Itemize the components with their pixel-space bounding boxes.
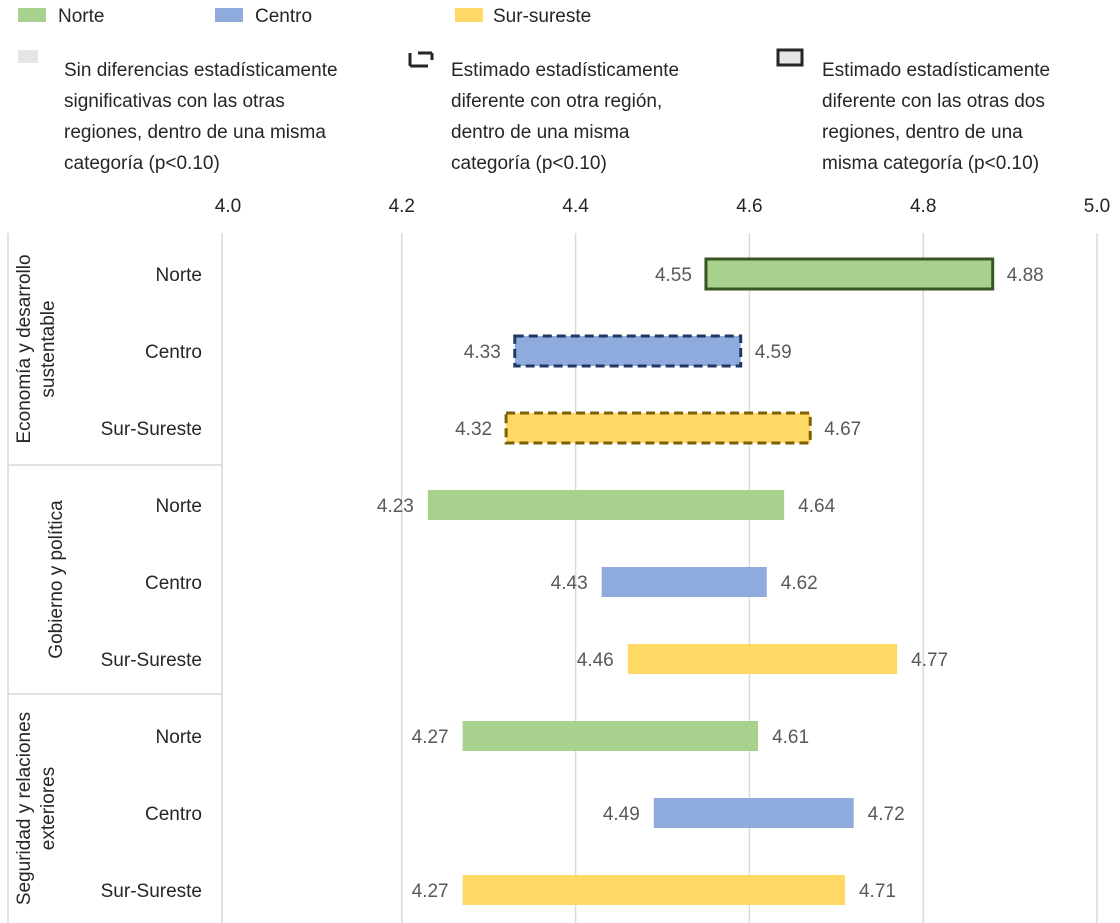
high-value-label: 4.64 bbox=[798, 496, 835, 517]
group-labels: Economía y desarrollo sustentable Gobierno… bbox=[14, 254, 67, 905]
low-value-label: 4.27 bbox=[412, 881, 449, 902]
range-bar bbox=[704, 257, 995, 291]
legend-swatch-centro bbox=[215, 8, 243, 22]
x-axis-ticks: 4.0 4.2 4.4 4.6 4.8 5.0 bbox=[215, 196, 1110, 217]
low-value-label: 4.27 bbox=[412, 727, 449, 748]
low-value-label: 4.33 bbox=[464, 342, 501, 363]
high-value-label: 4.88 bbox=[1007, 265, 1044, 286]
legend-style-none-swatch bbox=[18, 50, 38, 63]
low-value-label: 4.46 bbox=[577, 650, 614, 671]
legend-style-dashed-text: Estimado estadísticamente diferente con … bbox=[451, 60, 684, 174]
legend-style-solid-swatch bbox=[776, 48, 804, 67]
data-labels: 4.55 4.88 4.33 4.59 4.32 4.67 4.23 4.64 4.43 4.62… bbox=[377, 265, 1044, 902]
row-label: Norte bbox=[156, 496, 202, 517]
row-label: Centro bbox=[145, 804, 202, 825]
row-label: Sur-Sureste bbox=[101, 650, 202, 671]
row-label: Sur-Sureste bbox=[101, 881, 202, 902]
high-value-label: 4.61 bbox=[772, 727, 809, 748]
legend-style-none-text: Sin diferencias estadísticamente signifi… bbox=[64, 60, 343, 174]
range-bar bbox=[513, 334, 743, 368]
high-value-label: 4.71 bbox=[859, 881, 896, 902]
x-tick-label: 4.8 bbox=[910, 196, 936, 217]
high-value-label: 4.77 bbox=[911, 650, 948, 671]
range-bar bbox=[462, 875, 845, 905]
category-frame bbox=[7, 233, 223, 923]
range-bar bbox=[504, 411, 812, 445]
group-label: sustentable bbox=[38, 300, 59, 397]
bars bbox=[427, 257, 995, 905]
legend-swatch-norte bbox=[18, 8, 46, 22]
range-bar bbox=[462, 721, 759, 751]
row-label: Norte bbox=[156, 727, 202, 748]
low-value-label: 4.32 bbox=[455, 419, 492, 440]
legend-style-solid-text: Estimado estadísticamente diferente con … bbox=[822, 60, 1055, 174]
legend-series: Norte Centro Sur-sureste bbox=[18, 6, 591, 27]
low-value-label: 4.43 bbox=[551, 573, 588, 594]
row-label: Norte bbox=[156, 265, 202, 286]
x-tick-label: 4.4 bbox=[562, 196, 589, 217]
legend-swatch-sur-sureste bbox=[455, 8, 483, 22]
row-label: Centro bbox=[145, 342, 202, 363]
range-bar bbox=[653, 798, 854, 828]
range-bar bbox=[627, 644, 898, 674]
x-tick-label: 4.0 bbox=[215, 196, 241, 217]
range-bar bbox=[427, 490, 785, 520]
high-value-label: 4.67 bbox=[824, 419, 861, 440]
legend-style-dashed-swatch bbox=[408, 51, 434, 68]
high-value-label: 4.59 bbox=[755, 342, 792, 363]
high-value-label: 4.72 bbox=[868, 804, 905, 825]
range-bar bbox=[601, 567, 767, 597]
row-label: Centro bbox=[145, 573, 202, 594]
low-value-label: 4.23 bbox=[377, 496, 414, 517]
legend-label-sur-sureste: Sur-sureste bbox=[493, 6, 591, 27]
x-tick-label: 4.2 bbox=[389, 196, 415, 217]
legend-label-centro: Centro bbox=[255, 6, 312, 27]
group-label: Seguridad y relaciones bbox=[14, 712, 35, 905]
legend-styles: Sin diferencias estadísticamente signifi… bbox=[18, 48, 1055, 174]
x-tick-label: 5.0 bbox=[1084, 196, 1110, 217]
group-label: Gobierno y política bbox=[46, 500, 67, 659]
low-value-label: 4.55 bbox=[655, 265, 692, 286]
legend-label-norte: Norte bbox=[58, 6, 104, 27]
group-label: exteriores bbox=[38, 767, 59, 850]
low-value-label: 4.49 bbox=[603, 804, 640, 825]
row-label: Sur-Sureste bbox=[101, 419, 202, 440]
row-labels: Norte Centro Sur-Sureste Norte Centro Sur-Sur… bbox=[101, 265, 202, 902]
high-value-label: 4.62 bbox=[781, 573, 818, 594]
group-label: Economía y desarrollo bbox=[14, 254, 35, 443]
x-tick-label: 4.6 bbox=[736, 196, 762, 217]
